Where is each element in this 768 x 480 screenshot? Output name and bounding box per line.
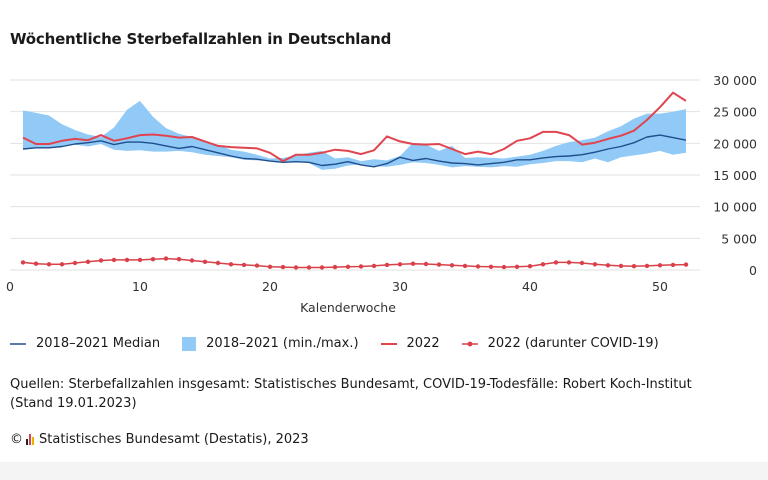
series-covid-point xyxy=(488,264,494,269)
legend-item-covid: 2022 (darunter COVID-19) xyxy=(461,336,659,351)
x-tick-label: 0 xyxy=(6,279,14,294)
bottom-bar xyxy=(0,462,768,480)
series-covid-point xyxy=(579,260,585,266)
series-covid-point xyxy=(241,262,247,268)
series-covid-point xyxy=(280,264,286,270)
y-tick-label: 25 000 xyxy=(713,105,757,120)
x-tick-label: 50 xyxy=(652,279,668,294)
series-covid-point xyxy=(423,261,429,267)
series-covid-point xyxy=(137,257,143,263)
series-covid-point xyxy=(254,263,260,268)
series-covid-point xyxy=(98,258,104,263)
series-covid-point xyxy=(683,262,689,267)
copyright-text: Statistisches Bundesamt (Destatis), 2023 xyxy=(39,432,309,447)
series-covid-point xyxy=(111,257,117,263)
chart-title: Wöchentliche Sterbefallzahlen in Deutsch… xyxy=(10,30,392,48)
x-tick-label: 20 xyxy=(262,279,278,294)
x-tick-label: 30 xyxy=(392,279,408,294)
series-covid-point xyxy=(618,263,624,269)
series-covid-point xyxy=(176,257,182,262)
series-covid-point xyxy=(540,262,546,267)
series-covid-point xyxy=(150,257,156,262)
series-covid-point xyxy=(202,259,208,264)
y-tick-label: 20 000 xyxy=(713,136,757,151)
series-covid-point xyxy=(475,264,481,269)
series-covid-point xyxy=(293,265,299,270)
series-covid-point xyxy=(410,261,416,266)
series-covid-point xyxy=(566,260,572,265)
series-covid-point xyxy=(332,264,338,270)
series-2022-line xyxy=(22,91,687,163)
series-median-line xyxy=(22,134,687,168)
series-covid-point xyxy=(371,263,377,269)
legend-line-2022-icon xyxy=(380,342,397,345)
legend-label-covid: 2022 (darunter COVID-19) xyxy=(487,336,659,351)
series-covid-point xyxy=(20,260,26,265)
series-covid-point xyxy=(644,263,650,269)
series-covid-point xyxy=(462,263,468,269)
series-covid-point xyxy=(670,262,676,268)
destatis-logo-icon xyxy=(26,434,35,445)
series-covid-point xyxy=(59,262,65,267)
y-tick-label: 30 000 xyxy=(713,73,757,88)
series-covid-point xyxy=(527,264,533,269)
legend-label-median: 2018–2021 Median xyxy=(36,336,161,351)
legend-item-2022: 2022 xyxy=(380,336,440,351)
legend-line-covid-icon xyxy=(461,341,478,346)
series-covid-point xyxy=(553,260,559,265)
series-covid-point xyxy=(358,264,364,269)
copyright-symbol: © xyxy=(10,432,23,447)
legend-item-range: 2018–2021 (min./max.) xyxy=(182,336,359,351)
legend-label-2022: 2022 xyxy=(406,336,440,351)
series-covid-point xyxy=(449,263,455,268)
series-covid-point xyxy=(514,264,520,269)
grid-lines xyxy=(10,79,700,271)
series-covid-point xyxy=(163,256,169,261)
series-covid-point xyxy=(501,264,507,270)
series-covid-point xyxy=(319,265,325,270)
y-tick-label: 15 000 xyxy=(713,168,757,183)
legend: 2018–2021 Median 2018–2021 (min./max.) 2… xyxy=(10,336,681,351)
series-covid-point xyxy=(124,257,130,263)
y-tick-label: 10 000 xyxy=(713,200,757,215)
series-covid-point xyxy=(345,264,351,269)
x-axis-label: Kalenderwoche xyxy=(300,300,396,315)
legend-item-median: 2018–2021 Median xyxy=(10,336,160,351)
series-covid-point xyxy=(397,262,403,267)
x-tick-label: 40 xyxy=(522,279,538,294)
copyright: © Statistisches Bundesamt (Destatis), 20… xyxy=(10,432,309,447)
series-covid-line xyxy=(22,257,687,269)
series-covid-point xyxy=(85,259,91,264)
series-covid-point xyxy=(657,263,663,268)
series-covid-point xyxy=(605,263,611,268)
series-covid-point xyxy=(306,265,312,270)
legend-swatch-range-icon xyxy=(182,336,197,351)
series-covid-point xyxy=(436,262,442,267)
y-axis-ticks: 0 5 000 10 000 15 000 20 000 25 000 30 000 xyxy=(713,73,757,278)
line-chart: 0 5 000 10 000 15 000 20 000 25 000 30 000 0 10… xyxy=(6,73,757,315)
y-tick-label: 0 xyxy=(749,263,757,278)
series-covid-point xyxy=(592,262,598,267)
series-covid-point xyxy=(384,262,390,268)
series-covid-point xyxy=(189,258,195,263)
series-covid-point xyxy=(46,262,52,267)
legend-label-range: 2018–2021 (min./max.) xyxy=(206,336,359,351)
plot-area xyxy=(20,91,689,270)
series-covid-point xyxy=(228,262,234,267)
y-tick-label: 5 000 xyxy=(721,231,757,246)
legend-line-median-icon xyxy=(10,342,26,345)
series-covid-point xyxy=(72,260,78,266)
source-note: Quellen: Sterbefallzahlen insgesamt: Sta… xyxy=(10,377,692,411)
x-axis-ticks: 0 10 20 30 40 50 xyxy=(6,279,668,294)
series-covid-point xyxy=(267,264,273,269)
series-covid-point xyxy=(215,260,221,266)
x-tick-label: 10 xyxy=(132,279,148,294)
series-covid-point xyxy=(33,261,39,266)
series-covid-point xyxy=(631,264,637,269)
